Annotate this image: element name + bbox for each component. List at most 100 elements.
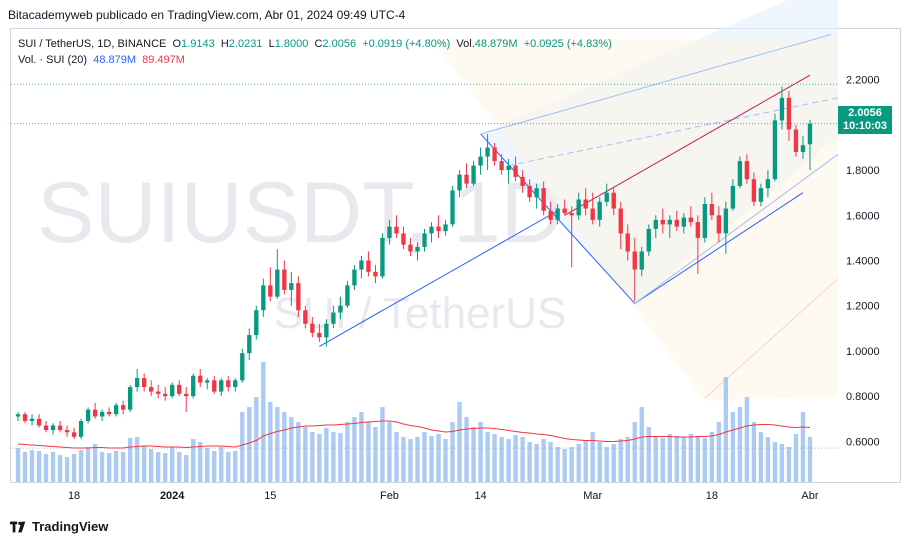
candle <box>674 210 679 232</box>
volume-bar <box>106 453 112 482</box>
volume-bar <box>793 434 799 482</box>
candle-body <box>184 393 189 397</box>
volume-bar <box>688 434 693 482</box>
candle-body <box>359 260 364 270</box>
candle-body <box>78 420 84 437</box>
candle-body <box>695 222 701 238</box>
volume-bar <box>408 439 413 482</box>
candle-body <box>240 353 245 381</box>
candle <box>366 251 371 277</box>
candle-body <box>555 208 560 220</box>
volume-bar <box>604 447 609 482</box>
candle <box>604 183 609 207</box>
candle-body <box>296 283 301 311</box>
candle <box>534 183 539 209</box>
legend-vol-label: Vol. <box>456 38 475 50</box>
candle <box>345 280 350 308</box>
channel-drawings[interactable] <box>319 0 839 401</box>
x-tick-label: 18 <box>68 490 80 502</box>
candle-body <box>338 305 343 313</box>
legend-vol-indicator[interactable]: Vol. · SUI (20) <box>18 54 88 66</box>
candle <box>78 418 84 440</box>
candle-body <box>415 246 420 252</box>
candle-body <box>352 269 357 286</box>
candle <box>569 206 574 268</box>
last-price: 2.0056 <box>848 107 882 119</box>
legend-vol-ma: 89.497M <box>142 54 185 66</box>
volume-bar <box>22 452 28 482</box>
candle-body <box>113 405 119 415</box>
candle <box>800 136 806 159</box>
candle <box>688 206 693 227</box>
x-tick-label: 18 <box>706 490 718 502</box>
volume-bar <box>639 407 644 482</box>
candle <box>261 278 266 318</box>
volume-bar <box>163 453 168 482</box>
volume-bar <box>702 438 708 482</box>
candle <box>681 213 686 234</box>
volume-bar <box>786 447 792 482</box>
volume-bar <box>338 433 343 482</box>
candle-body <box>527 185 532 198</box>
candle-body <box>660 219 665 225</box>
volume-bar <box>660 438 665 482</box>
candle <box>408 237 413 256</box>
candle <box>429 222 434 243</box>
volume-bar <box>653 437 658 482</box>
candle <box>744 154 750 184</box>
y-tick-label: 1.8000 <box>846 165 880 177</box>
candle <box>478 147 483 175</box>
candle-body <box>604 192 609 202</box>
volume-bar <box>541 439 546 482</box>
price-axis[interactable]: 2.2000 1.8000 1.6000 1.4000 1.2000 1.0000 0.80… <box>846 75 880 449</box>
volume-bar <box>471 427 476 482</box>
volume-bar <box>681 437 686 482</box>
volume-bar <box>436 434 441 482</box>
volume-bar <box>387 422 392 482</box>
candles[interactable] <box>15 86 813 440</box>
candle <box>422 228 427 252</box>
watermark-big: SUIUSDT, 1D <box>37 165 563 261</box>
volume-bar <box>148 449 154 482</box>
time-axis[interactable]: 18 2024 15 Feb 14 Mar 18 Abr <box>68 490 819 502</box>
candle <box>737 156 743 189</box>
volume-bar <box>233 451 238 482</box>
volume-bar <box>597 442 602 482</box>
candle-body <box>15 414 21 417</box>
candle-body <box>520 176 525 186</box>
volume-bar <box>457 402 462 482</box>
legend-c-label: C <box>314 38 323 50</box>
footer[interactable]: TradingView <box>10 519 108 534</box>
watermark-small: SUI / TetherUS <box>274 289 567 338</box>
volume-bar <box>394 432 399 482</box>
candle-body <box>723 208 729 234</box>
candle <box>380 233 385 279</box>
candle-body <box>261 285 266 311</box>
y-tick-label: 1.4000 <box>846 256 880 268</box>
candle-body <box>548 210 553 220</box>
volume-bar <box>450 422 455 482</box>
candle <box>331 305 336 329</box>
footer-brand: TradingView <box>32 519 109 534</box>
volume-bar <box>569 447 574 482</box>
volume-bar <box>92 444 98 482</box>
volume-bar <box>562 449 567 482</box>
candle-body <box>436 226 441 232</box>
candle <box>275 249 280 299</box>
candle-body <box>688 217 693 223</box>
candle <box>555 204 560 225</box>
candle-body <box>29 418 35 421</box>
candle-body <box>156 391 161 394</box>
volume-bar <box>520 437 525 482</box>
candle-body <box>506 165 511 171</box>
candle-body <box>653 219 658 229</box>
legend-symbol[interactable]: SUI / TetherUS, 1D, BINANCE <box>18 38 167 50</box>
candle-body <box>450 190 455 225</box>
candle-body <box>534 188 539 198</box>
candle <box>639 246 644 277</box>
volume-bar <box>737 407 743 482</box>
volume-bar <box>744 397 750 482</box>
candle-body <box>71 432 77 437</box>
candle <box>303 305 308 329</box>
